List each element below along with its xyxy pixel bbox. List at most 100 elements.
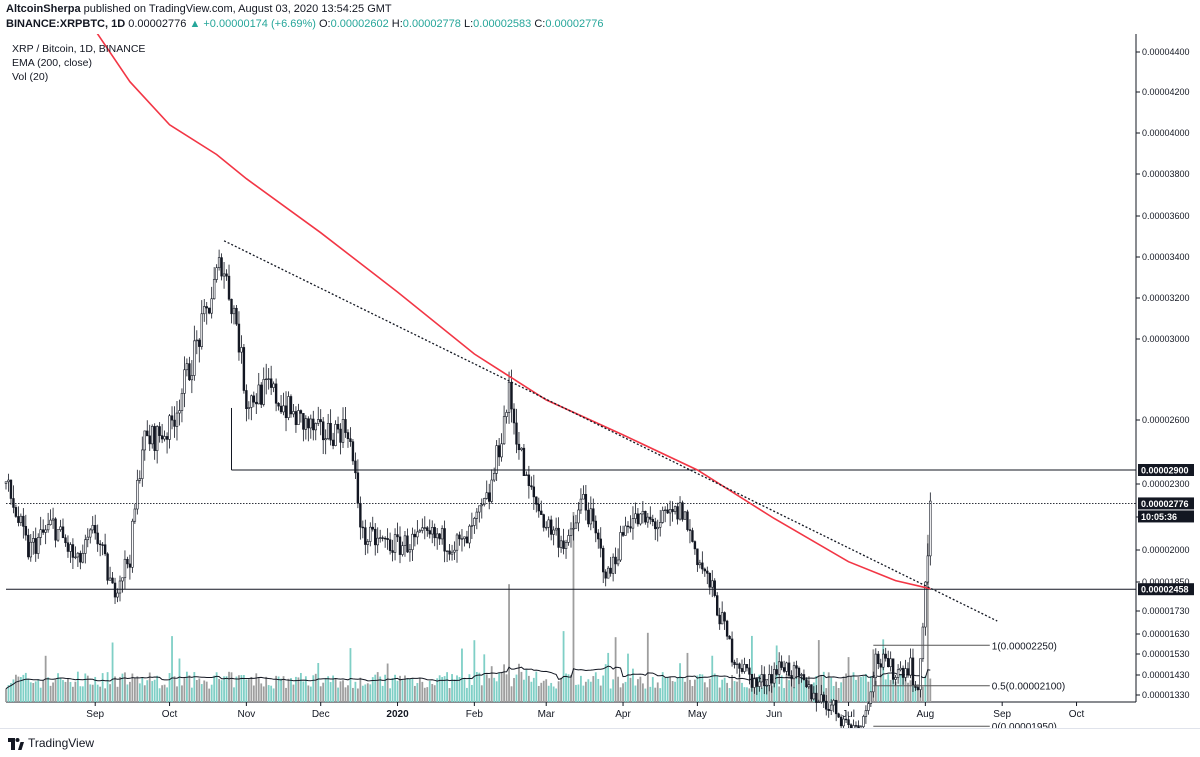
volume-bar [327,676,330,702]
volume-bar [468,674,471,702]
volume-bar [530,681,533,702]
candle-body [423,527,426,529]
candle-body [51,518,55,521]
volume-bar [646,632,649,702]
volume-bar [582,685,585,702]
volume-bar [637,679,639,702]
candle-body [909,657,912,676]
candle-body [807,684,811,688]
volume-bar [79,686,82,702]
volume-bar [52,682,54,702]
price-chart[interactable]: 0.00004400 0.00004200 0.00004000 0.00003800… [0,34,1200,728]
volume-bar [594,672,597,702]
volume-bar [523,679,525,702]
legend-ema[interactable]: EMA (200, close) [12,57,92,69]
volume-bar [800,677,803,702]
candle-body [480,504,483,507]
candle-body [183,369,186,394]
candle-body [777,661,781,675]
candle-body [554,527,558,531]
volume-bar [106,672,109,702]
volume-bar [42,679,45,702]
candle-body [545,526,548,529]
y-tick-label: 0.00001330 [1142,690,1190,700]
candle-body [716,595,719,616]
volume-bar [247,679,250,702]
candle-body [701,562,704,570]
candle-body [520,447,523,451]
x-tick-label: Jul [842,709,855,720]
volume-bar [470,684,473,702]
candle-body [264,378,268,381]
candle-body [19,515,23,523]
candle-body [500,443,503,458]
candle-body [899,667,902,671]
volume-bar [741,682,743,702]
volume-bar [835,681,838,702]
candle-body [64,537,67,544]
candle-body [220,257,223,277]
volume-bar [498,672,501,702]
candle-body [602,547,605,573]
y-tick-label: 0.00002600 [1142,415,1190,425]
volume-bar [510,686,513,702]
candle-body [515,422,518,445]
candle-body [180,393,184,411]
volume-bar [855,679,857,702]
candle-body [864,710,868,717]
candle-body [435,533,439,539]
volume-bar [570,674,572,702]
volume-bar [240,675,243,702]
volume-bar [547,685,550,702]
y-tick-label: 0.00003400 [1142,252,1190,262]
candle-body [133,508,137,522]
volume-bar [480,685,483,702]
candle-body [440,528,444,540]
volume-bar [297,677,300,702]
volume-bar [723,677,726,702]
candle-body [817,701,821,703]
volume-bar [493,677,496,702]
candle-body [916,687,920,690]
volume-bar [225,676,228,702]
candle-body [168,415,171,440]
candle-body [562,540,565,549]
volume-bar [750,635,753,702]
author-name[interactable]: AltcoinSherpa [6,3,81,15]
candle-body [106,553,109,581]
candle-body [217,257,221,269]
candle-body [711,580,714,588]
legend-title[interactable]: XRP / Bitcoin, 1D, BINANCE [12,43,146,55]
volume-bar [282,676,285,702]
candle-body [235,307,238,325]
volume-bar [461,648,463,702]
candle-body [597,532,600,540]
volume-bar [361,685,364,702]
candle-body [12,498,15,508]
y-tick-label: 0.00004200 [1142,87,1190,97]
legend-vol[interactable]: Vol (20) [12,71,49,83]
volume-bar [314,673,317,702]
volume-bar [661,672,664,702]
brand-name[interactable]: TradingView [28,736,95,750]
candle-body [123,558,127,579]
candle-body [178,410,181,414]
volume-bar [329,682,332,702]
candle-body [262,379,265,405]
volume-bar [426,687,429,702]
volume-bar [49,685,52,702]
candle-body [483,498,486,505]
candle-body [901,667,905,678]
volume-bar [580,675,582,702]
candle-body [141,449,144,479]
candle-body [284,405,288,418]
candle-body [488,492,491,502]
volume-bar [518,663,520,702]
volume-bar [907,682,909,702]
volume-bar [89,684,92,702]
candle-body [210,298,213,314]
x-tick-label: 2020 [386,709,409,720]
volume-bar [116,686,119,702]
x-tick-label: Apr [615,709,631,720]
candle-body [877,653,880,665]
